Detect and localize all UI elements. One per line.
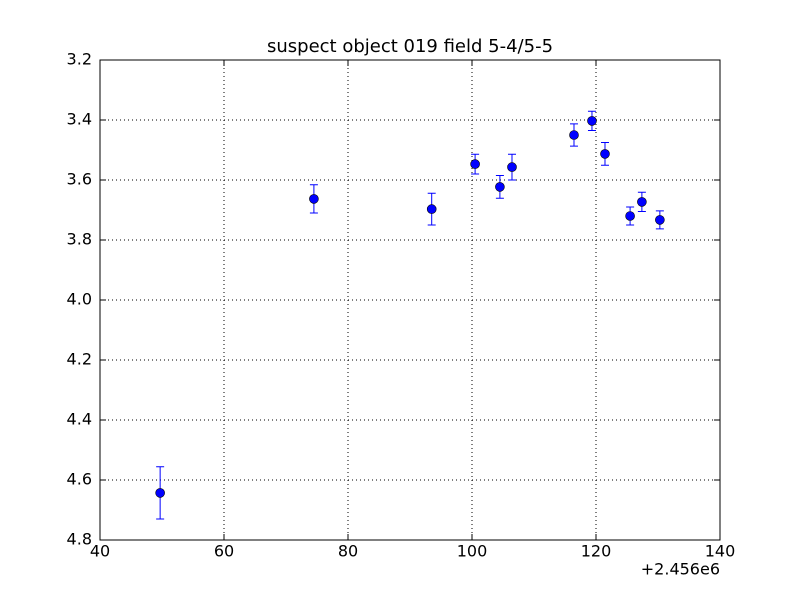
point — [625, 211, 635, 221]
y-tick-label: 4.2 — [67, 350, 92, 369]
y-tick-label: 3.8 — [67, 230, 92, 249]
point — [155, 488, 165, 498]
chart-title: suspect object 019 field 5-4/5-5 — [267, 36, 553, 57]
point — [309, 194, 319, 204]
x-tick-label: 40 — [90, 542, 110, 561]
plot-frame — [99, 59, 721, 541]
x-tick-label: 60 — [214, 542, 234, 561]
point — [587, 116, 597, 126]
point — [569, 130, 579, 140]
y-tick-label: 3.6 — [67, 170, 92, 189]
x-tick-label: 80 — [338, 542, 358, 561]
x-tick-label: 120 — [581, 542, 612, 561]
point — [600, 149, 610, 159]
y-tick-label: 4.4 — [67, 410, 92, 429]
x-tick-label: 140 — [705, 542, 736, 561]
y-tick-label: 4.0 — [67, 290, 92, 309]
point — [495, 182, 505, 192]
x-offset-label: +2.456e6 — [641, 560, 720, 579]
y-tick-label: 4.6 — [67, 470, 92, 489]
y-tick-label: 3.2 — [67, 50, 92, 69]
y-tick-label: 4.8 — [67, 530, 92, 549]
point — [470, 159, 480, 169]
point — [507, 162, 517, 172]
x-tick-label: 100 — [457, 542, 488, 561]
y-tick-label: 3.4 — [67, 110, 92, 129]
point — [426, 204, 437, 214]
point — [655, 215, 665, 225]
point — [637, 197, 647, 207]
